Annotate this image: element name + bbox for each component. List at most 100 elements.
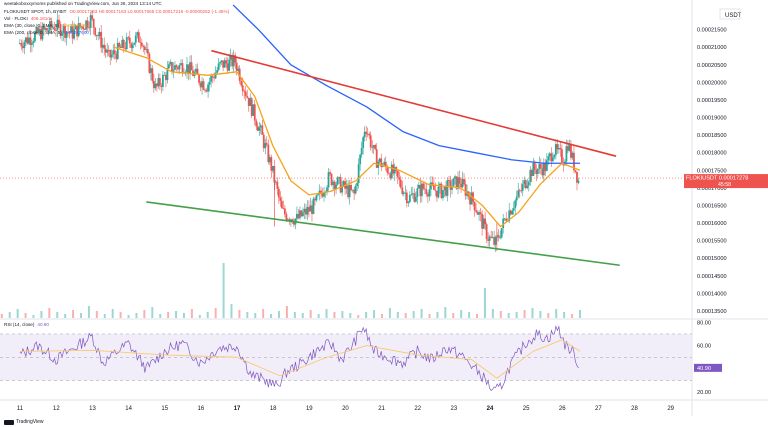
candle-body <box>55 30 57 32</box>
candle-body <box>163 74 166 76</box>
candle-body <box>235 62 238 71</box>
candle-body <box>40 29 42 40</box>
candle-body <box>121 39 124 48</box>
candle-body <box>68 32 71 33</box>
candle-body <box>509 210 512 215</box>
candle-body <box>457 177 459 189</box>
candle-body <box>420 183 423 197</box>
candle-body <box>56 19 59 31</box>
publisher-header: weetakoboxxymoms published on TradingVie… <box>4 1 162 6</box>
candle-body <box>201 81 203 88</box>
candle-body <box>146 49 149 54</box>
volume-bar <box>468 312 471 318</box>
candle-body <box>264 143 267 149</box>
candle-body <box>357 164 360 184</box>
volume-bar <box>278 311 281 318</box>
price-tick-label: 0.00021500 <box>697 28 727 34</box>
legend-symbol[interactable]: FLOKIUSDT SPOT, 1h, BYBIT <box>4 9 67 14</box>
volume-bar <box>87 306 90 318</box>
candle-body <box>521 184 524 191</box>
candle-body <box>137 32 140 43</box>
candle-body <box>231 54 234 67</box>
volume-bar <box>230 304 233 318</box>
candle-body <box>41 25 44 40</box>
candle-body <box>79 23 82 28</box>
candle-body <box>336 177 339 185</box>
candle-body <box>508 210 511 222</box>
candle-body <box>198 74 200 83</box>
candle-body <box>326 187 328 193</box>
candle-body <box>553 154 556 158</box>
volume-bar <box>143 310 146 318</box>
candle-body <box>317 194 319 196</box>
candle-body <box>378 158 381 162</box>
candle-body <box>113 50 116 54</box>
candle-body <box>499 237 502 239</box>
candle-body <box>433 184 435 190</box>
volume-bar <box>214 308 217 318</box>
candle-body <box>177 67 179 70</box>
candle-body <box>85 20 88 30</box>
rsi-value-badge-label: 40.90 <box>697 366 711 372</box>
price-tick-label: 0.00018000 <box>697 151 727 157</box>
rsi-ma-line <box>19 339 581 379</box>
candle-body <box>187 64 190 74</box>
candle-body <box>31 43 33 45</box>
volume-bar <box>578 310 581 318</box>
candle-body <box>556 144 559 150</box>
volume-bar <box>32 315 35 318</box>
legend-volume[interactable]: Vol · FLOKI <box>4 16 28 21</box>
volume-bar <box>357 315 360 318</box>
candle-body <box>314 198 316 201</box>
candle-body <box>472 192 474 202</box>
volume-bar <box>404 313 407 318</box>
candle-body <box>21 46 24 49</box>
tradingview-logo[interactable]: TradingView <box>4 419 44 425</box>
candle-body <box>23 42 26 49</box>
volume-bar <box>262 309 265 318</box>
candle-body <box>458 177 461 184</box>
volume-bar <box>515 312 518 318</box>
candle-body <box>347 185 350 198</box>
candle-body <box>53 27 56 31</box>
candle-body <box>134 35 137 43</box>
candle-body <box>196 68 199 75</box>
volume-bar <box>95 311 98 318</box>
candle-body <box>551 157 554 162</box>
candle-body <box>413 193 416 202</box>
candle-body <box>366 133 369 135</box>
volume-bar <box>388 308 391 318</box>
candle-body <box>404 192 407 194</box>
volume-bar <box>135 313 138 318</box>
candle-body <box>577 180 580 183</box>
candle-body <box>375 149 378 168</box>
legend-ema200[interactable]: EMA (200, close, 0, SMA, 5) <box>4 30 62 35</box>
candle-body <box>155 83 158 87</box>
candle-body <box>18 43 21 44</box>
candle-body <box>386 166 389 173</box>
last-price-label: FLOKIUSDT 0.00017278 <box>686 176 748 182</box>
candle-body <box>402 192 405 194</box>
candle-body <box>190 62 193 71</box>
candle-body <box>100 31 103 48</box>
volume-bar <box>476 314 479 318</box>
legend-ema30[interactable]: EMA (30, close, 0, SMA, 5) <box>4 23 60 28</box>
volume-bar <box>40 311 43 318</box>
candle-body <box>169 62 172 65</box>
candle-body <box>557 148 560 150</box>
volume-bar <box>547 313 550 318</box>
legend-rsi[interactable]: RSI (14, close) <box>4 322 35 327</box>
candle-body <box>192 70 194 76</box>
candle-body <box>210 76 212 82</box>
candle-body <box>140 42 143 47</box>
candle-body <box>119 46 122 48</box>
legend-ohlc: O0.00017163 H0.00017163 L0.00017065 C0.0… <box>69 9 230 14</box>
candle-body <box>565 146 568 162</box>
volume-bar <box>380 314 383 318</box>
candle-body <box>464 184 467 196</box>
legend-volume-row: Vol · FLOKI 406.161m <box>4 16 51 21</box>
rsi-line <box>19 325 579 391</box>
candle-body <box>82 26 85 30</box>
candle-body <box>342 181 345 186</box>
candle-body <box>360 147 363 155</box>
